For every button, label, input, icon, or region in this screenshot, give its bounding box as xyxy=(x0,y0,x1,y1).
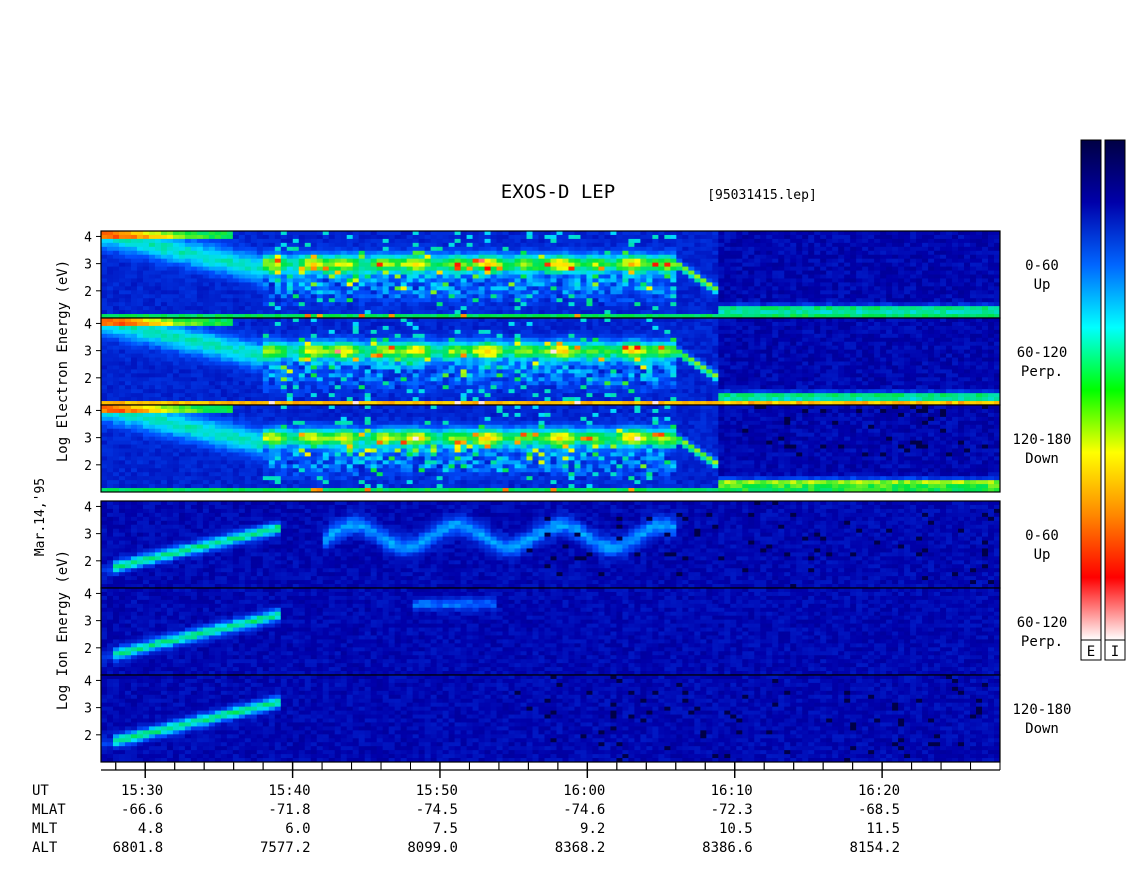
panel-angle-label: 120-180 xyxy=(1012,702,1071,718)
y-tick-label: 3 xyxy=(84,258,92,273)
y-tick-label: 3 xyxy=(84,702,92,717)
y-tick-label: 3 xyxy=(84,528,92,543)
ephemeris-value: 15:40 xyxy=(268,783,310,799)
y-tick-label: 4 xyxy=(84,230,92,245)
ephemeris-value: 8099.0 xyxy=(407,840,458,856)
ephemeris-row-label: ALT xyxy=(32,840,58,856)
ephemeris-value: 6.0 xyxy=(285,821,310,837)
ion-panel-2: 4 3 2 xyxy=(84,587,1000,675)
ephemeris-value: 10.5 xyxy=(719,821,753,837)
panel-direction-label: Perp. xyxy=(1021,634,1063,650)
colorbar-label: E xyxy=(1087,644,1095,660)
side-labels: Log Electron Energy (eV) Log Ion Energy (… xyxy=(33,260,71,710)
y-tick-label: 2 xyxy=(84,459,92,474)
y-tick-label: 4 xyxy=(84,674,92,689)
ephemeris-value: 6801.8 xyxy=(113,840,164,856)
y-tick-label: 3 xyxy=(84,615,92,630)
panel-angle-label: 0-60 xyxy=(1025,258,1059,274)
chart-title: EXOS-D LEP xyxy=(501,181,615,203)
electron-panel-2: 4 3 2 xyxy=(84,317,1000,405)
ephemeris-value: -68.5 xyxy=(858,802,900,818)
y-tick-label: 2 xyxy=(84,285,92,300)
ephemeris-value: 7577.2 xyxy=(260,840,311,856)
date-label: Mar.14,'95 xyxy=(33,478,48,556)
ephemeris-row-label: MLAT xyxy=(32,802,66,818)
panel-angle-label: 120-180 xyxy=(1012,432,1071,448)
ephemeris-value: 16:00 xyxy=(563,783,605,799)
y-tick-label: 3 xyxy=(84,432,92,447)
panel-direction-label: Down xyxy=(1025,451,1059,467)
time-axis xyxy=(101,762,1000,778)
ephemeris-value: -71.8 xyxy=(268,802,310,818)
ephemeris-row-label: MLT xyxy=(32,821,58,837)
ephemeris-value: -66.6 xyxy=(121,802,163,818)
y-tick-label: 4 xyxy=(84,317,92,332)
panel-angle-label: 60-120 xyxy=(1017,615,1068,631)
ephemeris-value: 15:50 xyxy=(416,783,458,799)
y-tick-label: 2 xyxy=(84,729,92,744)
ephemeris-value: 15:30 xyxy=(121,783,163,799)
ephemeris-table: UT 15:30 15:40 15:50 16:00 16:10 16:20 MLAT -66.… xyxy=(32,783,900,856)
electron-panel-1: 4 3 2 xyxy=(84,230,1000,318)
ephemeris-value: -74.5 xyxy=(416,802,458,818)
y-tick-label: 2 xyxy=(84,372,92,387)
ion-panel-3: 4 3 2 xyxy=(84,674,1000,762)
ephemeris-value: 9.2 xyxy=(580,821,605,837)
colorbar-electron xyxy=(1081,140,1101,640)
ion-y-axis-label: Log Ion Energy (eV) xyxy=(55,550,71,710)
ephemeris-value: -72.3 xyxy=(711,802,753,818)
y-tick-label: 4 xyxy=(84,587,92,602)
ephemeris-row-label: UT xyxy=(32,783,49,799)
panel-direction-label: Down xyxy=(1025,721,1059,737)
y-tick-label: 4 xyxy=(84,404,92,419)
panel-direction-label: Up xyxy=(1034,277,1051,293)
electron-y-axis-label: Log Electron Energy (eV) xyxy=(55,260,71,462)
panel-direction-label: Up xyxy=(1034,547,1051,563)
ephemeris-value: 7.5 xyxy=(433,821,458,837)
ephemeris-value: 16:20 xyxy=(858,783,900,799)
y-tick-label: 2 xyxy=(84,555,92,570)
y-tick-label: 2 xyxy=(84,642,92,657)
ephemeris-value: 16:10 xyxy=(711,783,753,799)
colorbar-label: I xyxy=(1111,644,1119,660)
panel-direction-label: Perp. xyxy=(1021,364,1063,380)
ephemeris-value: 4.8 xyxy=(138,821,163,837)
ephemeris-value: 8368.2 xyxy=(555,840,606,856)
electron-panel-3: 4 3 2 xyxy=(84,404,1000,492)
file-label: [95031415.lep] xyxy=(707,188,817,203)
y-tick-label: 3 xyxy=(84,345,92,360)
ephemeris-value: 8386.6 xyxy=(702,840,753,856)
y-tick-label: 4 xyxy=(84,500,92,515)
ion-panel-1: 4 3 2 xyxy=(84,500,1000,588)
colorbar-ion xyxy=(1105,140,1125,640)
ephemeris-value: -74.6 xyxy=(563,802,605,818)
panel-area: 4 3 2 0-60 Up 4 3 2 60-120 Perp. 4 3 2 120-180 Down 4 3 2… xyxy=(84,230,1071,762)
panel-angle-label: 0-60 xyxy=(1025,528,1059,544)
ephemeris-value: 11.5 xyxy=(866,821,900,837)
panel-angle-label: 60-120 xyxy=(1017,345,1068,361)
ephemeris-value: 8154.2 xyxy=(850,840,901,856)
